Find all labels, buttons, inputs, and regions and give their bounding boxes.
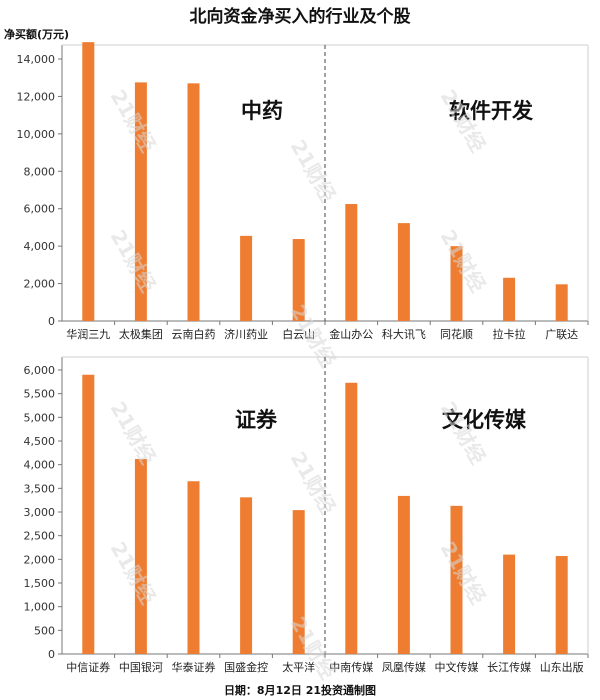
y-tick-label: 14,000: [17, 53, 56, 66]
x-tick-label: 云南白药: [172, 327, 216, 341]
watermark: 21财经: [436, 538, 491, 609]
bar: [292, 510, 305, 654]
footer-note: 日期：8月12日 21投资通制图: [223, 684, 377, 697]
y-tick-label: 4,000: [24, 459, 56, 472]
x-tick-label: 济川药业: [224, 327, 268, 341]
bar: [187, 481, 200, 654]
x-tick-label: 中文传媒: [435, 660, 479, 674]
y-tick-label: 3,000: [24, 506, 56, 519]
y-tick-label: 3,500: [24, 482, 56, 495]
y-tick-label: 8,000: [24, 165, 56, 178]
bar: [82, 374, 95, 654]
y-tick-label: 2,500: [24, 530, 56, 543]
watermark: 21财经: [106, 538, 161, 609]
y-tick-label: 2,000: [24, 278, 56, 291]
bar: [187, 83, 200, 321]
y-tick-label: 0: [48, 315, 55, 328]
bar: [503, 554, 516, 654]
y-tick-label: 6,000: [24, 364, 56, 377]
chart-panel-1: 0 2,000 4,000 6,000 8,000 10,000 12,000 14,000 华…: [17, 42, 589, 371]
watermark: 21财经: [436, 226, 491, 297]
bar: [397, 223, 410, 321]
y-tick-label: 1,500: [24, 577, 56, 590]
x-tick-label: 科大讯飞: [382, 327, 426, 341]
y-tick-label: 1,000: [24, 601, 56, 614]
bar: [503, 277, 516, 321]
y-tick-label: 500: [34, 624, 55, 637]
bar: [134, 458, 147, 654]
group-label: 文化传媒: [442, 408, 527, 432]
y-tick-label: 4,500: [24, 435, 56, 448]
watermark: 21财经: [286, 136, 341, 207]
bar: [450, 246, 463, 321]
bar: [240, 497, 253, 654]
bar: [345, 204, 358, 321]
x-tick-label: 白云山: [282, 327, 315, 341]
x-tick-label: 同花顺: [440, 328, 473, 341]
x-tick-label: 拉卡拉: [493, 327, 526, 341]
bar: [555, 556, 568, 654]
y-tick-label: 5,500: [24, 388, 56, 401]
x-tick-label: 中国银河: [119, 660, 163, 674]
y-tick-label: 12,000: [17, 90, 56, 103]
y-unit-label: 净买额(万元): [4, 28, 70, 41]
x-tick-label: 太极集团: [119, 327, 163, 341]
x-tick-label: 金山办公: [329, 327, 373, 341]
watermark: 21财经: [106, 398, 161, 469]
bar: [397, 495, 410, 654]
bar: [450, 505, 463, 654]
x-tick-label: 凤凰传媒: [382, 661, 426, 674]
y-tick-label: 0: [48, 648, 55, 661]
x-tick-label: 太平洋: [282, 660, 315, 674]
bar: [134, 82, 147, 322]
bar: [82, 42, 95, 322]
x-tick-label: 中信证券: [66, 660, 110, 674]
chart-panel-2: 0 500 1,000 1,500 2,000 2,500 3,000 3,500 4,000 4…: [24, 356, 589, 683]
bar: [555, 284, 568, 321]
watermark: 21财经: [106, 226, 161, 297]
x-tick-label: 广联达: [545, 328, 578, 341]
bar: [345, 382, 358, 654]
group-label: 中药: [241, 99, 283, 123]
group-label: 证券: [235, 408, 278, 432]
x-tick-label: 华润三九: [66, 327, 110, 341]
watermark: 21财经: [286, 448, 341, 519]
x-tick-label: 中南传媒: [329, 661, 373, 674]
x-tick-label: 华泰证券: [172, 660, 216, 674]
x-tick-label: 国盛金控: [224, 660, 268, 674]
bar: [292, 239, 305, 321]
y-tick-label: 5,000: [24, 411, 56, 424]
y-tick-label: 6,000: [24, 203, 56, 216]
group-label: 软件开发: [449, 99, 534, 123]
y-tick-label: 4,000: [24, 240, 56, 253]
watermark: 21财经: [106, 86, 161, 157]
y-tick-label: 2,000: [24, 553, 56, 566]
bar: [240, 235, 253, 321]
chart-title: 北向资金净买入的行业及个股: [189, 7, 411, 27]
x-tick-label: 山东出版: [540, 660, 584, 674]
y-tick-label: 10,000: [17, 128, 56, 141]
x-tick-label: 长江传媒: [487, 661, 531, 674]
